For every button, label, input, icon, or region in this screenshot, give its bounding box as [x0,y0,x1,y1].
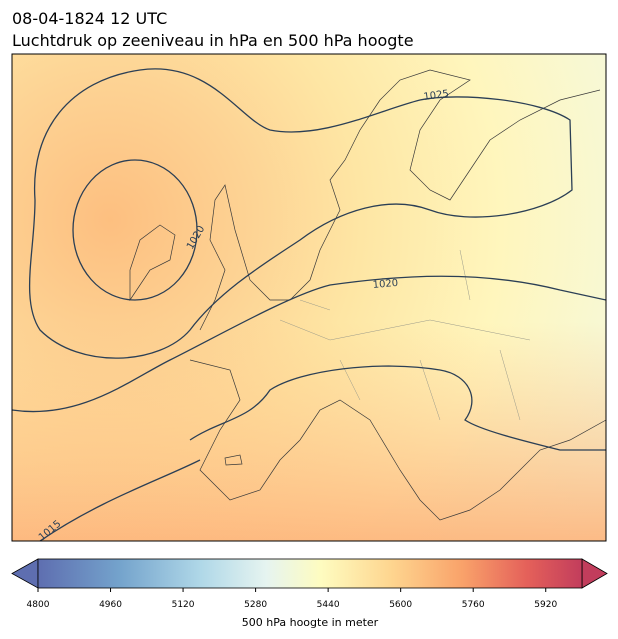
map-frame [11,53,607,542]
colorbar-extend-low [11,558,39,589]
colorbar [37,558,583,589]
colorbar-tick-label: 5760 [462,600,485,610]
colorbar-tick-label: 5280 [244,600,267,610]
colorbar-tick-label: 4800 [27,600,50,610]
colorbar-tick-label: 4960 [99,600,122,610]
map [12,54,606,541]
contour-label: 1020 [372,278,398,291]
contour-label: 1025 [423,89,450,103]
title: 08-04-1824 12 UTC [12,9,167,28]
colorbar-extend-high [581,558,608,589]
colorbar-tick-label: 5600 [389,600,412,610]
subtitle: Luchtdruk op zeeniveau in hPa en 500 hPa… [12,31,414,50]
colorbar-label: 500 hPa hoogte in meter [242,616,379,629]
colorbar-tick-label: 5440 [317,600,340,610]
colorbar-tick-label: 5920 [534,600,557,610]
colorbar-tick-label: 5120 [172,600,195,610]
